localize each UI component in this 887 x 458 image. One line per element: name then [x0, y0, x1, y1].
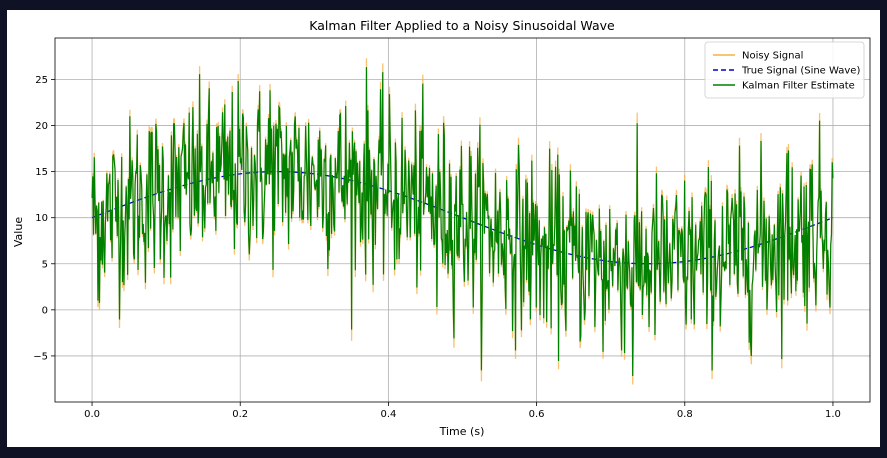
y-tick-label: −5	[33, 351, 48, 362]
x-axis-label: Time (s)	[439, 425, 485, 438]
chart-title: Kalman Filter Applied to a Noisy Sinusoi…	[309, 18, 615, 33]
x-axis-ticks: 0.0 0.2 0.4 0.6 0.8 1.0	[84, 402, 841, 420]
chart-svg: Kalman Filter Applied to a Noisy Sinusoi…	[12, 18, 871, 438]
series-kalman-estimate-line	[91, 67, 834, 377]
x-tick-label: 1.0	[825, 409, 841, 420]
legend: Noisy Signal True Signal (Sine Wave) Kalma…	[704, 41, 865, 99]
legend-label-1: True Signal (Sine Wave)	[741, 66, 860, 77]
x-tick-label: 0.6	[529, 409, 545, 420]
x-tick-label: 0.2	[232, 409, 248, 420]
y-tick-label: 15	[35, 167, 48, 178]
series-layer	[91, 58, 834, 385]
legend-label-2: Kalman Filter Estimate	[742, 81, 855, 92]
y-axis-label: Value	[12, 217, 25, 247]
legend-label-0: Noisy Signal	[742, 51, 803, 62]
chart-figure: Kalman Filter Applied to a Noisy Sinusoi…	[7, 10, 880, 447]
y-tick-label: 10	[35, 213, 48, 224]
plot-area-frame	[54, 37, 871, 403]
legend-box	[704, 41, 865, 99]
y-tick-label: 25	[35, 75, 48, 86]
x-tick-label: 0.0	[84, 409, 100, 420]
y-axis-ticks: −5 0 5 10 15 20 25	[33, 75, 55, 362]
x-tick-label: 0.4	[380, 409, 396, 420]
x-tick-label: 0.8	[677, 409, 693, 420]
y-tick-label: 20	[35, 121, 48, 132]
y-tick-label: 5	[42, 259, 48, 270]
y-tick-label: 0	[42, 305, 48, 316]
